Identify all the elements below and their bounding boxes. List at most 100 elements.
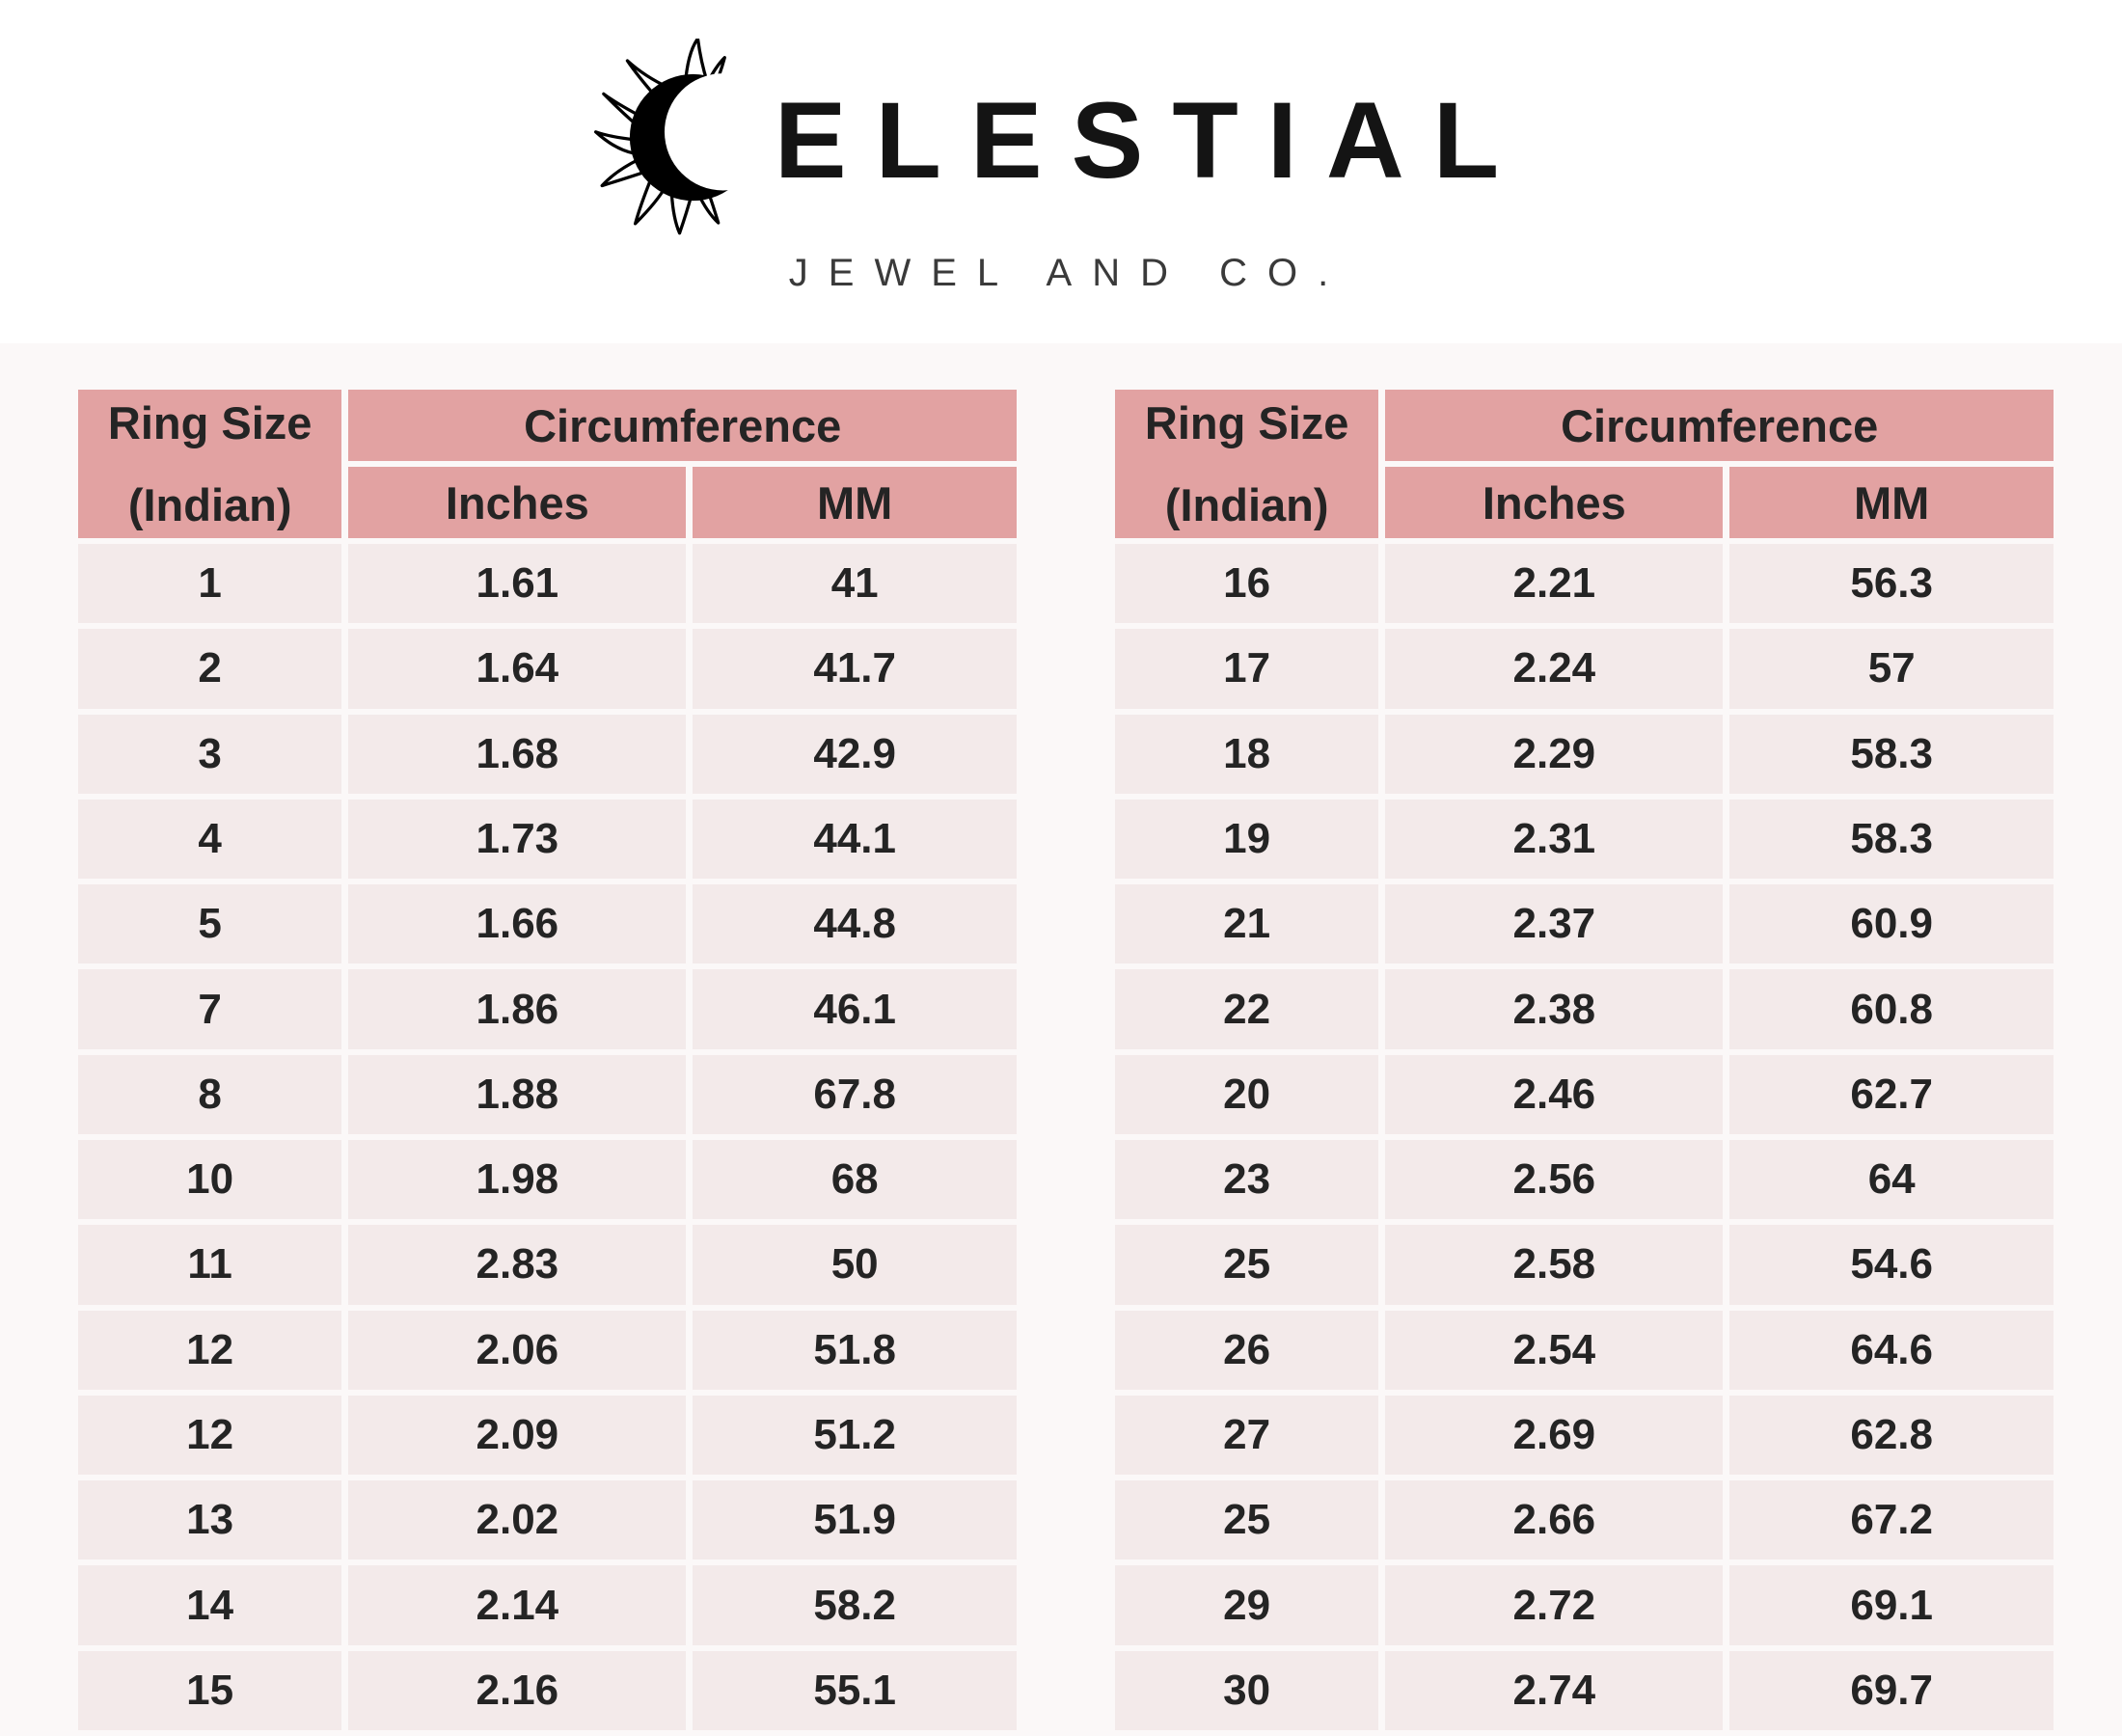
table-row: 26 2.54 64.6 [1115, 1310, 2054, 1390]
table-cell: 16 [1115, 544, 1379, 624]
table-cell: 2.31 [1385, 799, 1724, 880]
table-row: 8 1.88 67.8 [78, 1054, 1017, 1134]
table-cell: 2.09 [348, 1395, 687, 1476]
table-cell: 1 [78, 544, 342, 624]
table-cell: 51.8 [693, 1310, 1017, 1390]
table-cell: 62.7 [1729, 1054, 2054, 1134]
table-cell: 1.73 [348, 799, 687, 880]
circumference-header: Circumference [348, 390, 1017, 461]
table-cell: 67.2 [1729, 1480, 2054, 1560]
table-row: 22 2.38 60.8 [1115, 969, 2054, 1049]
table-cell: 2.58 [1385, 1225, 1724, 1305]
table-cell: 58.3 [1729, 799, 2054, 880]
table-cell: 2.54 [1385, 1310, 1724, 1390]
table-row: 13 2.02 51.9 [78, 1480, 1017, 1560]
table-row: 29 2.72 69.1 [1115, 1565, 2054, 1645]
table-cell: 60.8 [1729, 969, 2054, 1049]
table-cell: 27 [1115, 1395, 1379, 1476]
table-cell: 2.02 [348, 1480, 687, 1560]
table-cell: 19 [1115, 799, 1379, 880]
table-cell: 2.29 [1385, 714, 1724, 794]
sun-crescent-icon [593, 39, 792, 236]
table-cell: 22 [1115, 969, 1379, 1049]
inches-header: Inches [348, 467, 687, 538]
table-cell: 2.72 [1385, 1565, 1724, 1645]
table-cell: 2.56 [1385, 1139, 1724, 1220]
table-cell: 41.7 [693, 629, 1017, 709]
table-cell: 54.6 [1729, 1225, 2054, 1305]
table-cell: 8 [78, 1054, 342, 1134]
table-row: 30 2.74 69.7 [1115, 1650, 2054, 1730]
table-cell: 41 [693, 544, 1017, 624]
table-cell: 2.74 [1385, 1650, 1724, 1730]
table-row: 5 1.66 44.8 [78, 884, 1017, 964]
table-cell: 1.88 [348, 1054, 687, 1134]
table-row: 10 1.98 68 [78, 1139, 1017, 1220]
table-cell: 2.37 [1385, 884, 1724, 964]
ring-size-header-line1: Ring Size [1144, 397, 1349, 448]
table-row: 1 1.61 41 [78, 544, 1017, 624]
table-cell: 2.21 [1385, 544, 1724, 624]
table-row: 21 2.37 60.9 [1115, 884, 2054, 964]
mm-header: MM [693, 467, 1017, 538]
table-cell: 26 [1115, 1310, 1379, 1390]
table-row: 20 2.46 62.7 [1115, 1054, 2054, 1134]
table-cell: 15 [78, 1650, 342, 1730]
brand-tagline: JEWEL AND CO. [788, 252, 1349, 294]
table-cell: 58.3 [1729, 714, 2054, 794]
table-cell: 2.69 [1385, 1395, 1724, 1476]
table-cell: 64 [1729, 1139, 2054, 1220]
table-cell: 1.66 [348, 884, 687, 964]
table-row: 17 2.24 57 [1115, 629, 2054, 709]
ring-size-header-line2: (Indian) [1164, 479, 1329, 530]
circumference-header: Circumference [1385, 390, 2054, 461]
table-cell: 2 [78, 629, 342, 709]
table-cell: 69.7 [1729, 1650, 2054, 1730]
table-cell: 68 [693, 1139, 1017, 1220]
size-tables-section: Ring Size (Indian) Circumference Inches … [0, 343, 2122, 1736]
table-cell: 3 [78, 714, 342, 794]
ring-size-header: Ring Size (Indian) [78, 390, 342, 538]
table-row: 11 2.83 50 [78, 1225, 1017, 1305]
brand-logo-row: ELESTIAL [593, 39, 1528, 236]
table-cell: 12 [78, 1395, 342, 1476]
table-cell: 1.86 [348, 969, 687, 1049]
table-row: 7 1.86 46.1 [78, 969, 1017, 1049]
ring-size-table-right: Ring Size (Indian) Circumference Inches … [1108, 384, 2060, 1736]
table-cell: 14 [78, 1565, 342, 1645]
table-row: 3 1.68 42.9 [78, 714, 1017, 794]
ring-size-header: Ring Size (Indian) [1115, 390, 1379, 538]
table-cell: 2.06 [348, 1310, 687, 1390]
table-cell: 20 [1115, 1054, 1379, 1134]
table-cell: 2.46 [1385, 1054, 1724, 1134]
table-cell: 2.66 [1385, 1480, 1724, 1560]
table-row: 14 2.14 58.2 [78, 1565, 1017, 1645]
table-cell: 23 [1115, 1139, 1379, 1220]
table-row: 25 2.66 67.2 [1115, 1480, 2054, 1560]
table-row: 18 2.29 58.3 [1115, 714, 2054, 794]
table-cell: 2.38 [1385, 969, 1724, 1049]
table-cell: 50 [693, 1225, 1017, 1305]
table-cell: 12 [78, 1310, 342, 1390]
table-cell: 51.9 [693, 1480, 1017, 1560]
table-cell: 25 [1115, 1480, 1379, 1560]
table-row: 4 1.73 44.1 [78, 799, 1017, 880]
table-cell: 69.1 [1729, 1565, 2054, 1645]
table-cell: 1.68 [348, 714, 687, 794]
table-cell: 57 [1729, 629, 2054, 709]
table-cell: 44.1 [693, 799, 1017, 880]
table-cell: 2.16 [348, 1650, 687, 1730]
table-row: 12 2.09 51.2 [78, 1395, 1017, 1476]
table-cell: 64.6 [1729, 1310, 2054, 1390]
inches-header: Inches [1385, 467, 1724, 538]
table-cell: 1.61 [348, 544, 687, 624]
table-row: 12 2.06 51.8 [78, 1310, 1017, 1390]
brand-header: ELESTIAL JEWEL AND CO. [0, 0, 2122, 343]
table-cell: 60.9 [1729, 884, 2054, 964]
table-row: 23 2.56 64 [1115, 1139, 2054, 1220]
table-row: 15 2.16 55.1 [78, 1650, 1017, 1730]
ring-size-header-line1: Ring Size [107, 397, 313, 448]
table-cell: 1.98 [348, 1139, 687, 1220]
table-cell: 1.64 [348, 629, 687, 709]
